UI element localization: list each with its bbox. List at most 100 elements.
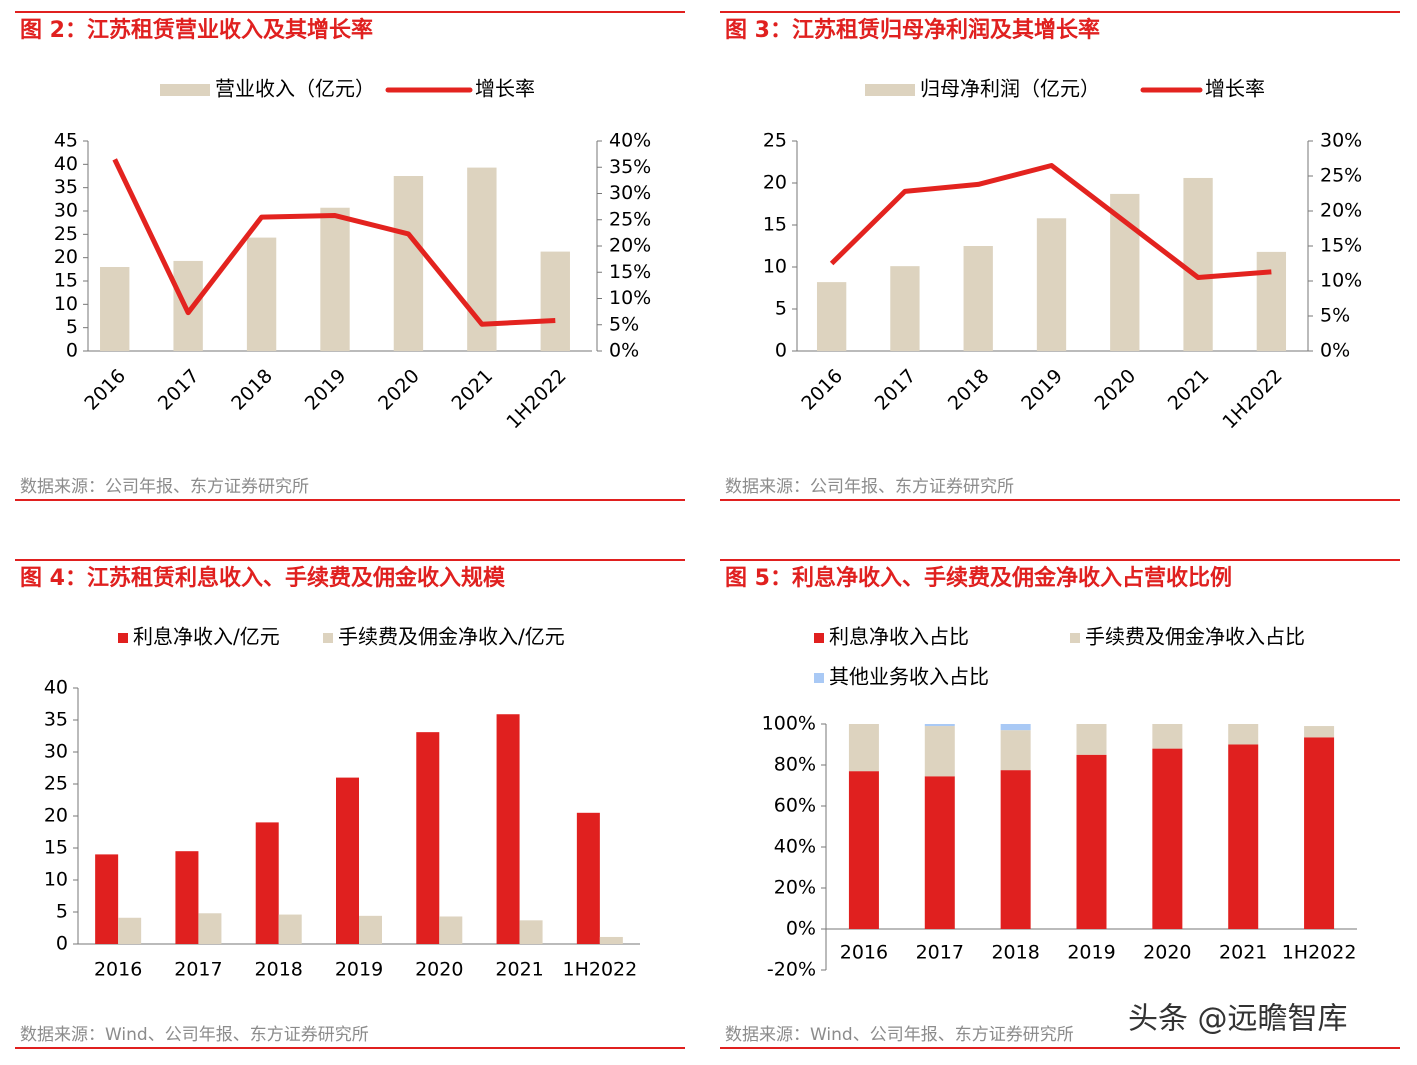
bar-segment — [1228, 744, 1259, 929]
x-tick-label: 2020 — [415, 959, 463, 981]
y2-tick-label: 40% — [609, 130, 651, 152]
y-tick-label: 5 — [66, 316, 78, 338]
bar — [599, 936, 623, 944]
y-tick-label: 25 — [763, 130, 787, 152]
bar-segment — [1000, 724, 1031, 731]
y-tick-label: 60% — [774, 795, 816, 817]
x-tick-label: 2021 — [1219, 942, 1267, 964]
bar — [1110, 193, 1140, 351]
bar-segment — [848, 724, 879, 772]
legend-swatch — [865, 84, 915, 96]
bar — [393, 176, 424, 351]
y-tick-label: 15 — [763, 214, 787, 236]
bar — [255, 822, 279, 944]
x-tick-label: 2020 — [374, 365, 424, 415]
bar — [95, 854, 119, 944]
x-tick-label: 2021 — [495, 959, 543, 981]
x-tick-label: 1H2022 — [502, 365, 570, 433]
y2-tick-label: 30% — [1320, 130, 1362, 152]
x-tick-label: 2017 — [174, 959, 222, 981]
bar — [320, 207, 350, 351]
y-tick-label: 0 — [66, 340, 78, 362]
legend-swatch — [323, 633, 333, 643]
bar — [963, 246, 993, 351]
x-tick-label: 1H2022 — [1282, 942, 1357, 964]
y2-tick-label: 5% — [1320, 305, 1350, 327]
x-tick-label: 2017 — [871, 365, 921, 415]
legend-label: 手续费及佣金净收入/亿元 — [338, 625, 565, 649]
x-tick-label: 2016 — [80, 365, 130, 415]
bar-segment — [1304, 726, 1335, 738]
legend-label: 营业收入（亿元） — [215, 77, 375, 101]
bar — [439, 916, 463, 944]
legend-swatch — [814, 633, 824, 643]
x-tick-label: 2019 — [1017, 365, 1067, 415]
legend-swatch — [814, 673, 824, 683]
y2-tick-label: 35% — [609, 156, 651, 178]
y-tick-label: 15 — [44, 837, 68, 859]
x-tick-label: 2017 — [916, 942, 964, 964]
bar-segment — [848, 771, 879, 929]
bar-segment — [1304, 737, 1335, 929]
y-tick-label: 25 — [54, 223, 78, 245]
y-tick-label: 45 — [54, 130, 78, 152]
legend-swatch — [118, 633, 128, 643]
bar — [336, 777, 359, 944]
x-tick-label: 2021 — [1164, 365, 1214, 415]
legend-label: 增长率 — [1205, 77, 1265, 101]
y2-tick-label: 20% — [609, 235, 651, 257]
bar — [519, 920, 543, 944]
bar — [246, 237, 277, 351]
y2-tick-label: 0% — [609, 340, 639, 362]
bar-segment — [924, 724, 955, 727]
y-tick-label: 10 — [763, 256, 787, 278]
chart-title: 图 2：江苏租赁营业收入及其增长率 — [20, 17, 373, 43]
y-tick-label: -20% — [767, 959, 816, 981]
y2-tick-label: 20% — [1320, 200, 1362, 222]
bar — [416, 732, 440, 944]
bar — [198, 913, 222, 944]
bar — [118, 917, 142, 944]
bar-segment — [1076, 724, 1107, 755]
y-tick-label: 80% — [774, 754, 816, 776]
bar — [1256, 251, 1287, 351]
y-tick-label: 15 — [54, 270, 78, 292]
x-tick-label: 2021 — [448, 365, 498, 415]
bar — [496, 714, 520, 944]
bar-segment — [1228, 724, 1259, 745]
legend-label: 手续费及佣金净收入占比 — [1085, 625, 1305, 649]
y2-tick-label: 30% — [609, 182, 651, 204]
bar-segment — [1152, 724, 1183, 749]
legend-label: 利息净收入占比 — [829, 625, 969, 649]
y-tick-label: 20 — [44, 805, 68, 827]
y-tick-label: 30 — [54, 200, 78, 222]
y-tick-label: 40% — [774, 836, 816, 858]
y-tick-label: 10 — [44, 869, 68, 891]
legend-label: 其他业务收入占比 — [829, 665, 989, 689]
x-tick-label: 2016 — [840, 942, 888, 964]
y-tick-label: 0 — [56, 933, 68, 955]
watermark: 头条 @远瞻智库 — [1128, 1002, 1348, 1037]
y-tick-label: 20 — [54, 246, 78, 268]
source-note: 数据来源：Wind、公司年报、东方证券研究所 — [20, 1025, 369, 1045]
y2-tick-label: 15% — [1320, 235, 1362, 257]
legend-label: 增长率 — [475, 77, 535, 101]
chart-title: 图 4：江苏租赁利息收入、手续费及佣金收入规模 — [20, 565, 506, 591]
x-tick-label: 2018 — [991, 942, 1039, 964]
y-tick-label: 20% — [774, 877, 816, 899]
y-tick-label: 0% — [786, 918, 816, 940]
source-note: 数据来源：公司年报、东方证券研究所 — [725, 477, 1014, 497]
chart-title: 图 5：利息净收入、手续费及佣金净收入占营收比例 — [725, 565, 1232, 591]
bar-segment — [1076, 754, 1107, 929]
y-tick-label: 0 — [775, 340, 787, 362]
bar — [175, 851, 199, 944]
bar — [576, 812, 600, 944]
legend-swatch — [160, 84, 210, 96]
source-note: 数据来源：公司年报、东方证券研究所 — [20, 477, 309, 497]
x-tick-label: 2019 — [301, 365, 351, 415]
bar — [1036, 218, 1067, 351]
y-tick-label: 35 — [54, 176, 78, 198]
y-tick-label: 40 — [54, 153, 78, 175]
y-tick-label: 10 — [54, 293, 78, 315]
legend-swatch — [1070, 633, 1080, 643]
